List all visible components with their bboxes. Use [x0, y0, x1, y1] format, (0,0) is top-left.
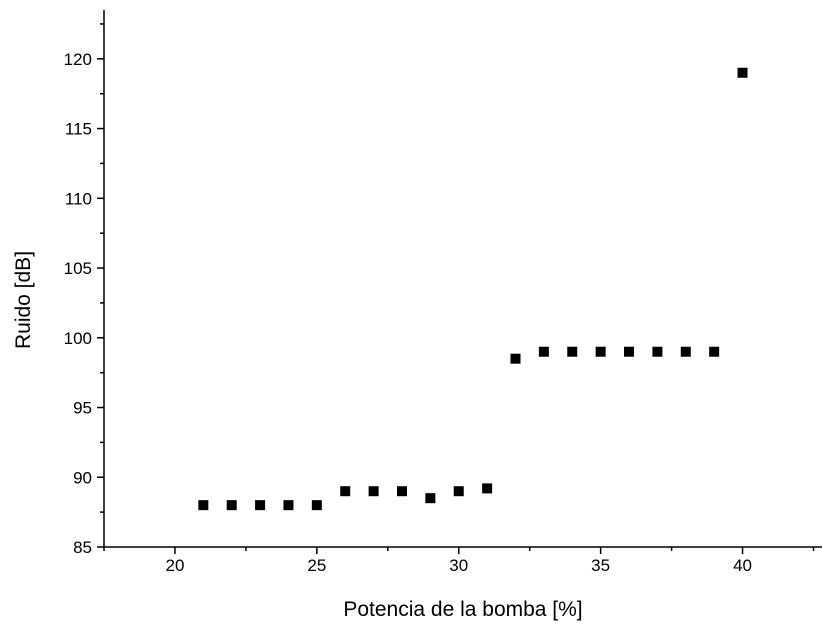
y-tick-label: 110: [65, 189, 92, 208]
data-point: [396, 486, 407, 497]
data-point: [652, 346, 663, 357]
y-tick-label: 100: [64, 329, 92, 348]
x-axis-title: Potencia de la bomba [%]: [343, 598, 582, 621]
y-tick-label: 115: [65, 120, 92, 139]
y-tick-label: 120: [64, 50, 92, 69]
data-point: [567, 346, 578, 357]
data-point: [737, 67, 748, 78]
x-tick-label: 30: [449, 556, 468, 575]
data-point: [368, 486, 379, 497]
ticks: 20 25 30 35 40 85 90 95 100 105 110 115 120: [64, 23, 815, 575]
y-tick-label: 95: [73, 399, 92, 418]
data-point: [255, 500, 266, 511]
data-point: [311, 500, 322, 511]
y-axis-title: Ruido [dB]: [12, 251, 35, 349]
y-tick-label: 85: [73, 538, 92, 557]
x-tick-label: 35: [591, 556, 610, 575]
data-point: [198, 500, 209, 511]
x-tick-label: 40: [733, 556, 752, 575]
x-tick-label: 20: [165, 556, 184, 575]
data-point: [340, 486, 351, 497]
data-point: [624, 346, 635, 357]
data-point: [226, 500, 237, 511]
data-point: [425, 493, 436, 504]
data-point: [680, 346, 691, 357]
data-point: [595, 346, 606, 357]
data-point: [538, 346, 549, 357]
data-point: [283, 500, 294, 511]
data-point: [709, 346, 720, 357]
y-tick-label: 90: [73, 468, 92, 487]
data-points: [198, 67, 748, 511]
y-tick-label: 105: [64, 259, 92, 278]
axes: [103, 10, 822, 548]
data-point: [510, 353, 521, 364]
x-tick-label: 25: [307, 556, 326, 575]
data-point: [482, 483, 493, 494]
data-point: [453, 486, 464, 497]
